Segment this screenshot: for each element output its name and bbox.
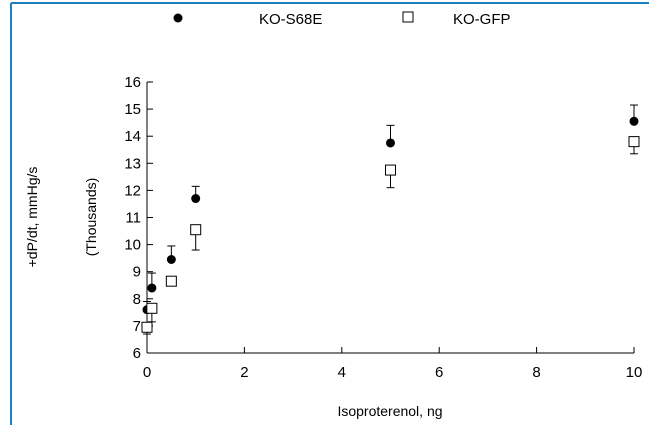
y-tick-label: 10 xyxy=(124,237,141,254)
y-tick-label: 12 xyxy=(124,182,141,199)
data-marks xyxy=(141,104,640,335)
x-tick-label: 2 xyxy=(240,364,248,381)
legend: KO-S68E KO-GFP xyxy=(173,11,511,28)
data-point-square xyxy=(190,224,202,236)
axes: 6 7 8 9 10 11 12 13 14 15 16 0 2 4 6 8 10 xyxy=(124,74,642,381)
y-tick-label: 7 xyxy=(133,318,141,335)
series-0 xyxy=(142,104,639,315)
y-tick-label: 16 xyxy=(124,74,141,91)
y-tick-label: 15 xyxy=(124,101,141,118)
legend-label: KO-S68E xyxy=(259,11,322,28)
y-tick-label: 11 xyxy=(125,210,141,227)
legend-label: KO-GFP xyxy=(453,11,511,28)
data-point-circle xyxy=(191,194,201,204)
data-point-square xyxy=(165,275,177,287)
data-point-circle xyxy=(147,283,157,293)
x-tick-label: 6 xyxy=(435,364,443,381)
data-point-square xyxy=(146,302,158,314)
x-tick-label: 8 xyxy=(532,364,540,381)
data-point-square xyxy=(385,164,396,176)
x-tick-label: 10 xyxy=(626,364,643,381)
y-axis-label: +dP/dt, mmHg/s xyxy=(24,167,40,268)
data-point-circle xyxy=(166,255,176,265)
legend-marker-filled-circle xyxy=(173,13,183,23)
data-point-circle xyxy=(629,116,639,126)
x-axis-label: Isoproterenol, ng xyxy=(337,403,442,419)
y-tick-label: 14 xyxy=(124,128,141,145)
x-tick-label: 0 xyxy=(143,364,151,381)
series-1 xyxy=(141,136,640,335)
y-axis-unit-label: (Thousands) xyxy=(83,178,99,257)
data-point-circle xyxy=(386,138,395,148)
x-tick-label: 4 xyxy=(338,364,346,381)
chart-frame xyxy=(10,2,649,425)
legend-item-ko-s68e: KO-S68E xyxy=(173,11,322,28)
legend-item-ko-gfp: KO-GFP xyxy=(402,11,511,28)
data-point-square xyxy=(628,136,640,148)
y-tick-label: 8 xyxy=(133,291,141,308)
y-tick-label: 9 xyxy=(133,264,141,281)
legend-marker-open-square xyxy=(402,11,414,23)
data-point-square xyxy=(141,321,153,333)
y-tick-label: 6 xyxy=(133,345,141,362)
y-tick-label: 13 xyxy=(124,155,141,172)
